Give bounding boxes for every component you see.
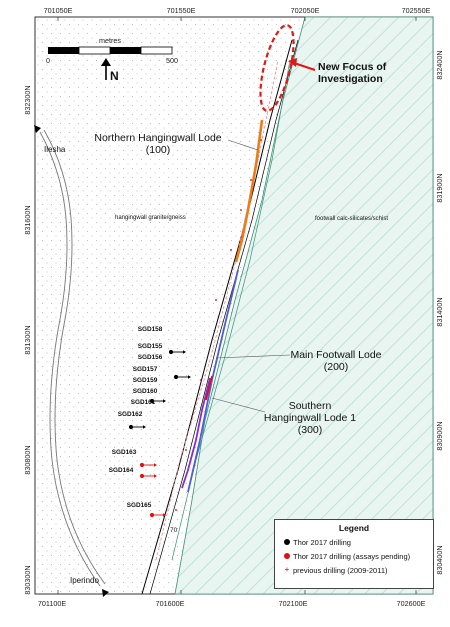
left-coord-2: 831600N bbox=[23, 205, 32, 234]
grid-ticks bbox=[57, 17, 417, 594]
previous-drilling-marks bbox=[175, 139, 262, 511]
new-focus-arrow bbox=[293, 61, 316, 72]
new-focus-area bbox=[259, 24, 295, 112]
black-dot-icon bbox=[284, 539, 290, 545]
scale-unit: metres bbox=[99, 36, 121, 45]
left-coord-4: 830800N bbox=[23, 445, 32, 474]
new-focus-line1: New Focus of bbox=[318, 61, 387, 73]
hole-collar-sgd163[interactable] bbox=[139, 462, 145, 468]
main-lode-label: Main Footwall Lode bbox=[290, 349, 381, 361]
hole-collar-sgd164[interactable] bbox=[139, 473, 145, 479]
hole-collar-sgd165[interactable] bbox=[149, 512, 155, 518]
northern-lode-id: (100) bbox=[146, 144, 171, 156]
right-coord-5: 830400N bbox=[435, 545, 444, 574]
legend-label-previous: previous drilling (2009-2011) bbox=[293, 565, 388, 575]
hole-label-sgd158: SGD158 bbox=[138, 326, 163, 333]
southern-lode-red bbox=[205, 375, 213, 401]
northern-lode-label: Northern Hangingwall Lode bbox=[94, 132, 221, 144]
drill-holes: SGD158 SGD155 SGD156 SGD157 SGD159 SGD160 SGD1… bbox=[109, 326, 191, 518]
footwall-area bbox=[174, 16, 434, 595]
right-coord-4: 830900N bbox=[435, 421, 444, 450]
hole-arrow-icon bbox=[163, 513, 166, 517]
hole-collar-sgd158[interactable] bbox=[168, 349, 174, 355]
road-south-arrow-icon bbox=[102, 589, 109, 597]
hole-arrow-icon bbox=[188, 375, 191, 379]
hole-collar-sgd159[interactable] bbox=[149, 398, 155, 404]
top-coord-1: 701050E bbox=[44, 6, 73, 15]
top-coord-3: 702050E bbox=[291, 6, 320, 15]
hole-arrow-icon bbox=[143, 425, 146, 429]
northern-lode-leader bbox=[227, 139, 259, 151]
hole-label-sgd164: SGD164 bbox=[109, 467, 134, 474]
southern-lode-label: Southern bbox=[289, 400, 332, 412]
southern-lode-id: (300) bbox=[298, 424, 323, 436]
north-arrow-icon: N bbox=[101, 58, 119, 83]
right-coord-1: 832400N bbox=[435, 50, 444, 79]
legend-title: Legend bbox=[338, 523, 370, 533]
hole-label-sgd162: SGD162 bbox=[118, 411, 143, 418]
southern-lode bbox=[181, 377, 211, 489]
hole-label-sgd160: SGD160 bbox=[133, 388, 158, 395]
left-coord-3: 831300N bbox=[23, 325, 32, 354]
hole-label-sgd159: SGD159 bbox=[133, 377, 158, 384]
legend-item-pending: Thor 2017 drilling (assays pending) bbox=[281, 551, 433, 561]
hole-label-sgd155: SGD155 bbox=[138, 343, 163, 350]
new-focus-arrowhead-icon bbox=[288, 58, 297, 67]
legend: Legend Thor 2017 drilling Thor 2017 dril… bbox=[274, 519, 434, 589]
hole-label-sgd161: SGD161 bbox=[131, 399, 156, 406]
right-coord-3: 831400N bbox=[435, 297, 444, 326]
hole-label-sgd163: SGD163 bbox=[112, 449, 137, 456]
legend-label-pending: Thor 2017 drilling (assays pending) bbox=[293, 551, 411, 561]
left-coord-1: 832300N bbox=[23, 85, 32, 114]
hole-label-sgd157: SGD157 bbox=[133, 366, 158, 373]
north-label: N bbox=[110, 69, 119, 83]
hole-collar-sgd155[interactable] bbox=[173, 374, 179, 380]
red-plus-icon: + bbox=[284, 565, 290, 574]
bottom-coord-3: 702100E bbox=[279, 599, 308, 608]
bottom-coord-4: 702600E bbox=[397, 599, 426, 608]
bottom-coord-1: 701100E bbox=[38, 599, 66, 608]
southern-lode-label-2: Hangingwall Lode 1 bbox=[264, 412, 356, 424]
scale-bar: metres 0 500 bbox=[46, 36, 178, 65]
scale-start: 0 bbox=[46, 56, 50, 65]
left-coord-5: 830300N bbox=[23, 565, 32, 594]
hole-arrow-icon bbox=[183, 350, 186, 354]
legend-label-drilled: Thor 2017 drilling bbox=[293, 537, 351, 547]
hole-arrow-icon bbox=[154, 474, 157, 478]
road bbox=[39, 129, 106, 587]
southern-lode-leader bbox=[211, 397, 266, 413]
scale-end: 500 bbox=[166, 56, 178, 65]
hangingwall-label: hangingwall granite/gneiss bbox=[115, 215, 186, 221]
hole-label-sgd156: SGD156 bbox=[138, 354, 163, 361]
hole-collar-sgd162[interactable] bbox=[128, 424, 134, 430]
hole-arrow-icon bbox=[163, 399, 166, 403]
dip-label: 70 bbox=[170, 527, 178, 534]
main-lode-leader bbox=[215, 354, 291, 359]
main-lode bbox=[187, 269, 239, 493]
hole-arrow-icon bbox=[154, 463, 157, 467]
top-coord-4: 702550E bbox=[402, 6, 431, 15]
top-coord-2: 701550E bbox=[167, 6, 196, 15]
footwall-label: footwall calc-silicates/schist bbox=[315, 216, 388, 222]
town-south: Iperindo bbox=[70, 576, 99, 585]
right-coord-2: 831900N bbox=[435, 173, 444, 202]
town-north: Ilesha bbox=[44, 145, 66, 154]
new-focus-line2: Investigation bbox=[318, 73, 383, 85]
legend-item-drilled: Thor 2017 drilling bbox=[281, 537, 433, 547]
red-dot-icon bbox=[284, 553, 290, 559]
legend-item-previous: + previous drilling (2009-2011) bbox=[281, 565, 433, 575]
hole-label-sgd165: SGD165 bbox=[127, 502, 152, 509]
main-lode-id: (200) bbox=[324, 361, 349, 373]
bottom-coord-2: 701600E bbox=[156, 599, 185, 608]
road-north-arrow-icon bbox=[34, 125, 41, 133]
